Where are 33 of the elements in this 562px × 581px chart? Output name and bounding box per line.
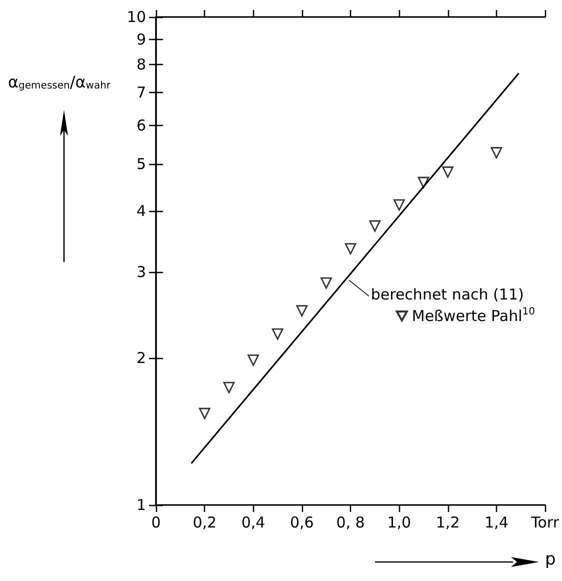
y-tick-label: 5 bbox=[136, 154, 146, 173]
y-tick-label: 6 bbox=[136, 116, 146, 134]
point bbox=[272, 328, 284, 340]
point bbox=[393, 199, 405, 211]
y-tick-label: 8 bbox=[136, 55, 146, 74]
x-tick-label: 0 bbox=[151, 514, 161, 532]
y-axis-title: αgemessen/αwahr bbox=[8, 72, 112, 92]
x-axis-title: p bbox=[545, 550, 556, 570]
point bbox=[369, 220, 381, 232]
y-tick-label: 1 bbox=[136, 496, 146, 514]
x-tick-label: Torr bbox=[530, 514, 560, 532]
y-tick-label: 7 bbox=[136, 84, 146, 102]
point bbox=[223, 382, 235, 394]
x-tick-label: 1,4 bbox=[484, 514, 508, 532]
legend-label: berechnet nach (11) bbox=[370, 286, 524, 304]
x-tick-label: 0,6 bbox=[290, 514, 314, 532]
y-tick-label: 10 bbox=[126, 8, 146, 26]
point bbox=[248, 354, 259, 366]
x-tick-label: 1,0 bbox=[387, 514, 412, 532]
x-tick-label: 0,4 bbox=[241, 514, 266, 532]
point bbox=[198, 408, 210, 420]
x-tick-label: 0, 8 bbox=[336, 514, 365, 532]
y-tick-label: 4 bbox=[136, 202, 146, 220]
x-tick-label: 0,2 bbox=[192, 514, 217, 532]
point bbox=[320, 277, 332, 289]
point bbox=[344, 243, 356, 254]
point bbox=[296, 305, 308, 317]
point bbox=[490, 147, 502, 158]
y-tick-label: 3 bbox=[136, 263, 146, 282]
y-tick-label: 9 bbox=[136, 30, 146, 48]
x-tick-label: 1,2 bbox=[436, 514, 460, 532]
point bbox=[442, 166, 454, 178]
y-tick-label: 2 bbox=[136, 349, 146, 368]
